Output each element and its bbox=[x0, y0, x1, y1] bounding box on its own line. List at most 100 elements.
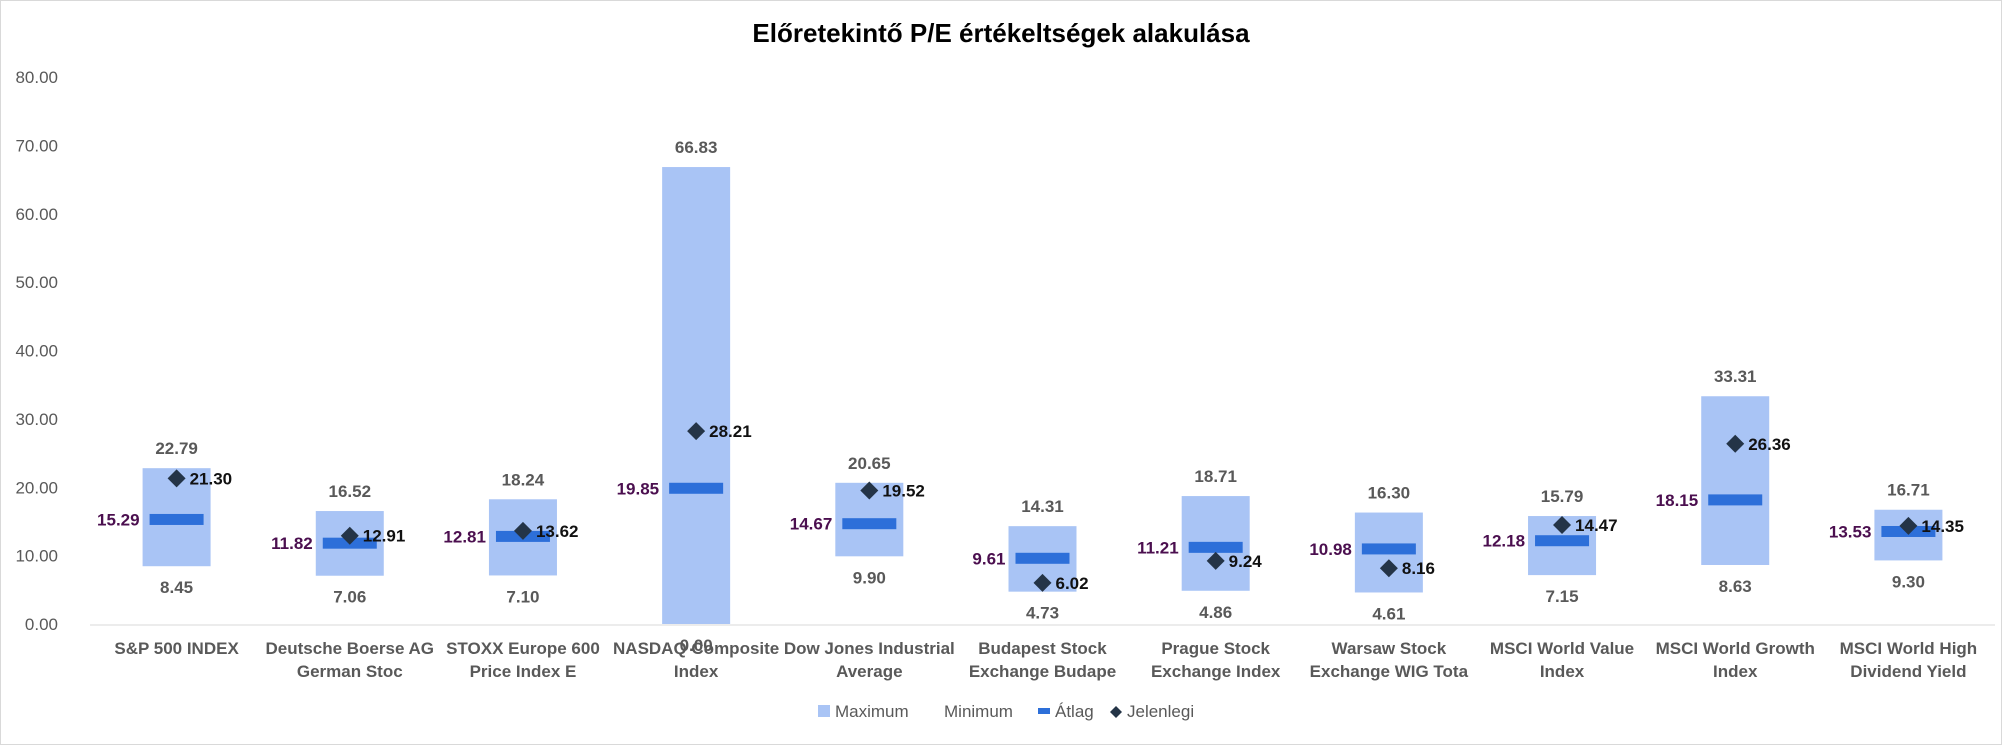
current-marker-6 bbox=[1206, 551, 1225, 570]
min-label-1: 7.06 bbox=[333, 588, 366, 607]
category-label-2: STOXX Europe 600 Price Index E bbox=[446, 639, 600, 681]
min-label-7: 4.61 bbox=[1372, 604, 1405, 623]
average-marker-4 bbox=[842, 518, 897, 530]
current-label-6: 9.24 bbox=[1229, 552, 1263, 571]
y-tick-label-2: 20.00 bbox=[15, 478, 58, 497]
current-label-9: 26.36 bbox=[1748, 435, 1791, 454]
current-marker-4 bbox=[860, 481, 879, 500]
y-tick-label-6: 60.00 bbox=[15, 205, 58, 224]
y-tick-label-8: 80.00 bbox=[15, 68, 58, 87]
avg-label-9: 18.15 bbox=[1656, 491, 1699, 510]
current-label-1: 12.91 bbox=[363, 527, 406, 546]
avg-label-3: 19.85 bbox=[617, 479, 660, 498]
current-marker-3 bbox=[687, 422, 706, 441]
current-label-4: 19.52 bbox=[882, 482, 925, 501]
category-label-3: NASDAQ Composite Index bbox=[613, 639, 779, 681]
min-label-6: 4.86 bbox=[1199, 603, 1232, 622]
legend-label-jelenlegi: Jelenlegi bbox=[1127, 702, 1194, 721]
average-marker-0 bbox=[149, 513, 204, 525]
current-marker-8 bbox=[1553, 516, 1572, 535]
x-axis-labels: S&P 500 INDEX Deutsche Boerse AG German St… bbox=[114, 639, 1977, 681]
min-label-2: 7.10 bbox=[506, 587, 539, 606]
min-label-5: 4.73 bbox=[1026, 604, 1059, 623]
avg-label-5: 9.61 bbox=[972, 549, 1005, 568]
category-label-10: MSCI World High Dividend Yield bbox=[1840, 639, 1978, 681]
current-marker-7 bbox=[1379, 559, 1398, 578]
max-label-6: 18.71 bbox=[1194, 467, 1237, 486]
max-label-3: 66.83 bbox=[675, 138, 718, 157]
current-marker-5 bbox=[1033, 573, 1052, 592]
max-label-5: 14.31 bbox=[1021, 497, 1064, 516]
category-label-9: MSCI World Growth Index bbox=[1656, 639, 1815, 681]
average-marker-3 bbox=[669, 482, 724, 494]
current-marker-0 bbox=[167, 469, 186, 488]
max-label-4: 20.65 bbox=[848, 454, 891, 473]
y-tick-label-0: 0.00 bbox=[25, 615, 58, 634]
avg-label-2: 12.81 bbox=[443, 527, 486, 546]
average-marker-6 bbox=[1188, 541, 1243, 553]
min-label-4: 9.90 bbox=[853, 568, 886, 587]
current-label-7: 8.16 bbox=[1402, 559, 1435, 578]
average-marker-7 bbox=[1361, 543, 1416, 555]
category-label-4: Dow Jones Industrial Average bbox=[784, 639, 955, 681]
avg-label-7: 10.98 bbox=[1309, 540, 1352, 559]
avg-label-10: 13.53 bbox=[1829, 522, 1872, 541]
range-bar-3 bbox=[662, 167, 731, 625]
y-axis: 0.00 10.00 20.00 30.00 40.00 50.00 60.00 70.00 8… bbox=[15, 68, 1995, 634]
category-label-7: Warsaw Stock Exchange WIG Tota bbox=[1310, 639, 1469, 681]
min-label-0: 8.45 bbox=[160, 578, 193, 597]
current-label-10: 14.35 bbox=[1921, 517, 1964, 536]
min-label-10: 9.30 bbox=[1892, 572, 1925, 591]
chart-title: Előretekintő P/E értékeltségek alakulása bbox=[752, 18, 1250, 48]
category-label-1: Deutsche Boerse AG German Stoc bbox=[266, 639, 434, 681]
category-label-8: MSCI World Value Index bbox=[1490, 639, 1634, 681]
legend-label-minimum: Minimum bbox=[944, 702, 1013, 721]
category-label-0: S&P 500 INDEX bbox=[114, 639, 239, 658]
avg-label-6: 11.21 bbox=[1137, 538, 1179, 557]
avg-label-8: 12.18 bbox=[1482, 532, 1525, 551]
min-label-8: 7.15 bbox=[1545, 587, 1578, 606]
max-label-0: 22.79 bbox=[155, 439, 198, 458]
avg-label-4: 14.67 bbox=[790, 515, 833, 534]
current-label-2: 13.62 bbox=[536, 522, 579, 541]
average-marker-5 bbox=[1015, 552, 1070, 564]
category-label-6: Prague Stock Exchange Index bbox=[1151, 639, 1281, 681]
min-label-9: 8.63 bbox=[1719, 577, 1752, 596]
max-label-1: 16.52 bbox=[328, 482, 371, 501]
avg-label-0: 15.29 bbox=[97, 510, 140, 529]
y-tick-label-4: 40.00 bbox=[15, 342, 58, 361]
category-label-5: Budapest Stock Exchange Budape bbox=[969, 639, 1116, 681]
current-marker-1 bbox=[340, 526, 359, 545]
data-labels: 22.79 8.45 15.29 21.30 16.52 7.06 11.82 12.91 18… bbox=[97, 138, 1964, 655]
max-label-9: 33.31 bbox=[1714, 367, 1757, 386]
current-markers bbox=[167, 422, 1918, 592]
max-label-8: 15.79 bbox=[1541, 487, 1584, 506]
y-tick-label-1: 10.00 bbox=[15, 547, 58, 566]
range-bar-9 bbox=[1701, 396, 1770, 565]
current-label-8: 14.47 bbox=[1575, 516, 1618, 535]
legend-swatch-atlag bbox=[1038, 708, 1050, 714]
legend-label-maximum: Maximum bbox=[835, 702, 909, 721]
y-tick-label-3: 30.00 bbox=[15, 410, 58, 429]
max-label-2: 18.24 bbox=[502, 470, 545, 489]
legend: Maximum Minimum Átlag Jelenlegi bbox=[818, 702, 1194, 721]
avg-label-1: 11.82 bbox=[271, 534, 313, 553]
legend-swatch-maximum bbox=[818, 705, 830, 717]
current-marker-9 bbox=[1726, 434, 1745, 453]
max-label-7: 16.30 bbox=[1368, 484, 1411, 503]
average-marker-8 bbox=[1535, 535, 1590, 547]
range-bars bbox=[142, 167, 1943, 625]
min-label-3: 0.00 bbox=[680, 636, 713, 655]
legend-swatch-jelenlegi bbox=[1110, 706, 1122, 718]
current-label-5: 6.02 bbox=[1056, 574, 1089, 593]
y-tick-label-7: 70.00 bbox=[15, 136, 58, 155]
current-label-0: 21.30 bbox=[190, 469, 233, 488]
current-label-3: 28.21 bbox=[709, 422, 752, 441]
current-marker-10 bbox=[1899, 516, 1918, 535]
y-tick-label-5: 50.00 bbox=[15, 273, 58, 292]
max-label-10: 16.71 bbox=[1887, 481, 1930, 500]
current-marker-2 bbox=[513, 521, 532, 540]
average-marker-9 bbox=[1708, 494, 1763, 506]
